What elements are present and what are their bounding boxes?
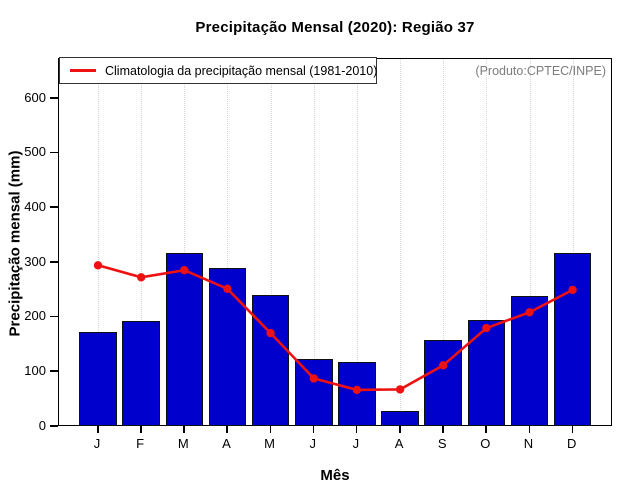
y-axis-tick bbox=[50, 315, 58, 318]
climatology-point bbox=[395, 385, 405, 394]
month-gridline bbox=[141, 59, 143, 424]
month-gridline bbox=[356, 59, 358, 424]
month-tick-label: F bbox=[136, 436, 145, 451]
month-gridline bbox=[184, 59, 186, 424]
y-axis-tick bbox=[50, 151, 58, 154]
x-axis-tick bbox=[226, 426, 228, 433]
product-watermark: (Produto:CPTEC/INPE) bbox=[475, 64, 606, 78]
month-tick-label: J bbox=[93, 436, 101, 451]
x-axis-tick bbox=[571, 426, 574, 433]
x-axis-tick bbox=[269, 426, 272, 433]
month-tick-label: M bbox=[177, 436, 189, 451]
y-axis-tick-label: 400 bbox=[24, 198, 46, 214]
x-axis-tick bbox=[485, 426, 487, 433]
climatology-point bbox=[352, 385, 362, 395]
month-gridline bbox=[98, 59, 99, 424]
y-axis-tick-label: 500 bbox=[24, 144, 46, 160]
x-axis-tick bbox=[528, 426, 530, 433]
x-axis-tick bbox=[355, 426, 358, 433]
climatology-point bbox=[482, 323, 491, 333]
climatology-point bbox=[180, 266, 189, 275]
climatology-point bbox=[137, 273, 146, 282]
precipitation-bar-8 bbox=[381, 411, 419, 426]
precipitation-bar-12 bbox=[553, 253, 592, 426]
month-tick-label: M bbox=[264, 436, 276, 451]
x-axis-tick bbox=[183, 426, 185, 433]
y-axis-tick bbox=[50, 425, 58, 427]
climatology-point bbox=[525, 308, 534, 317]
month-tick-label: J bbox=[309, 436, 317, 451]
x-axis-tick bbox=[399, 426, 401, 433]
month-tick-label: S bbox=[437, 436, 447, 451]
climatology-point bbox=[223, 284, 232, 293]
month-gridline bbox=[313, 59, 315, 424]
x-axis-title: Mês bbox=[320, 467, 350, 484]
y-axis-tick bbox=[50, 261, 58, 263]
month-gridline bbox=[486, 59, 488, 424]
precipitation-bar-1 bbox=[79, 331, 117, 426]
precipitation-bar-4 bbox=[208, 268, 247, 426]
month-tick-label: A bbox=[222, 436, 231, 451]
x-axis-tick bbox=[312, 426, 315, 433]
climatology-point bbox=[266, 328, 275, 338]
month-tick-label: J bbox=[352, 436, 360, 451]
precipitation-bar-3 bbox=[165, 252, 204, 426]
precipitation-bar-2 bbox=[122, 321, 160, 426]
plot-inner bbox=[59, 59, 610, 426]
month-gridline bbox=[529, 59, 531, 424]
month-tick-label: A bbox=[394, 436, 404, 451]
y-axis-tick-label: 100 bbox=[24, 362, 46, 378]
climatology-line-layer bbox=[93, 261, 577, 395]
month-tick-label: D bbox=[566, 436, 577, 451]
climatology-point bbox=[568, 285, 577, 295]
plot-area bbox=[58, 58, 612, 426]
month-gridline bbox=[443, 59, 445, 424]
y-axis-tick bbox=[50, 370, 58, 372]
chart-title: Precipitação Mensal (2020): Região 37 bbox=[195, 19, 475, 36]
precipitation-bar-5 bbox=[251, 294, 290, 426]
y-axis-tick-label: 200 bbox=[24, 308, 46, 324]
month-gridline bbox=[400, 59, 402, 424]
x-axis-tick bbox=[140, 426, 142, 433]
legend-box: Climatologia da precipitação mensal (198… bbox=[59, 57, 377, 84]
climatology-point bbox=[93, 261, 103, 270]
y-axis-tick bbox=[50, 206, 58, 208]
precipitation-bar-6 bbox=[295, 358, 333, 426]
y-axis-tick bbox=[50, 97, 58, 99]
month-gridline bbox=[572, 59, 574, 424]
y-axis-tick-label: 0 bbox=[38, 417, 46, 433]
x-axis-tick bbox=[97, 426, 99, 433]
legend-label: Climatologia da precipitação mensal (198… bbox=[105, 63, 378, 78]
month-gridline bbox=[270, 59, 272, 424]
y-axis-tick-label: 600 bbox=[24, 89, 46, 105]
month-tick-label: N bbox=[523, 436, 534, 451]
month-gridline bbox=[227, 59, 229, 424]
month-tick-label: O bbox=[480, 436, 491, 451]
climatology-line bbox=[97, 264, 574, 392]
x-axis-tick bbox=[442, 426, 444, 433]
y-axis-tick-label: 300 bbox=[24, 253, 46, 269]
climatology-point bbox=[439, 361, 448, 370]
climatology-line-sample bbox=[70, 69, 96, 72]
climatology-point bbox=[309, 374, 318, 383]
precipitation-bar-7 bbox=[338, 362, 376, 426]
